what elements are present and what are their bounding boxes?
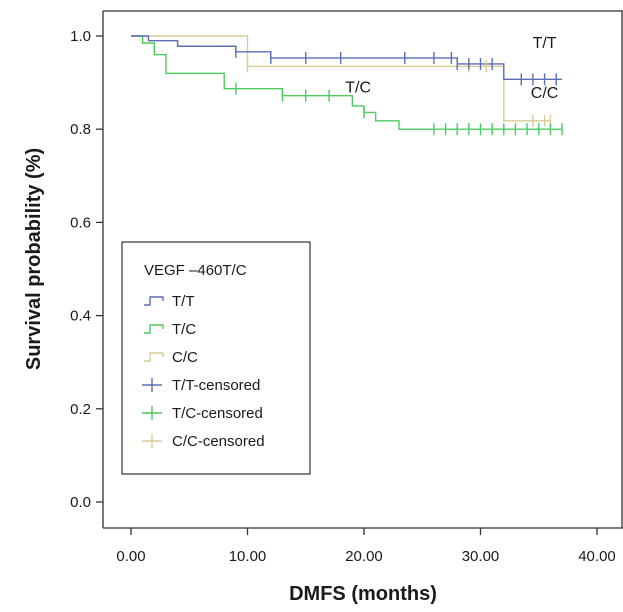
legend-entry-label: T/T-censored [172,377,260,394]
legend-items: T/T T/C C/C T/T-censored T/C-censored C/C-cen… [142,293,265,450]
legend-entry-label: C/C [172,349,198,366]
y-tick-label: 1.0 [70,28,91,45]
legend-title: VEGF –460T/C [144,262,247,279]
y-axis-title: Survival probability (%) [23,148,45,370]
legend-entry-label: C/C-censored [172,433,265,450]
legend: VEGF –460T/C T/T T/C C/C T/T-censored T/C-ce… [121,241,311,475]
series-line-cc [131,35,551,122]
legend-entry-label: T/C-censored [172,405,263,422]
plot-frame [102,10,623,529]
y-tick-label: 0.2 [70,401,91,418]
legend-box [121,241,311,475]
legend-entry-label: T/C [172,321,196,338]
y-tick-label: 0.0 [70,494,91,511]
annotation-label: C/C [531,85,559,102]
y-tick-label: 0.4 [70,308,91,325]
censor-marks-layer [235,45,563,136]
x-tick-label: 30.00 [462,548,500,565]
legend-entry-label: T/T [172,293,195,310]
x-axis-title: DMFS (months) [289,583,437,605]
annotation-label: T/T [533,35,557,52]
legend-step-swatch [144,352,164,362]
annotation-label: T/C [345,79,371,96]
x-tick-label: 10.00 [229,548,267,565]
x-tick-label: 0.00 [116,548,145,565]
y-tick-label: 0.6 [70,214,91,231]
x-axis-ticks: 0.00 10.00 20.00 30.00 40.00 [116,528,616,565]
series-annotations: T/T T/C C/C [345,35,558,102]
x-tick-label: 40.00 [578,548,616,565]
series-line-tt [131,35,563,81]
x-tick-label: 20.00 [345,548,383,565]
legend-step-swatch [144,296,164,306]
legend-step-swatch [144,324,164,334]
y-tick-label: 0.8 [70,121,91,138]
y-axis-ticks: 0.0 0.2 0.4 0.6 0.8 1.0 [70,28,103,511]
